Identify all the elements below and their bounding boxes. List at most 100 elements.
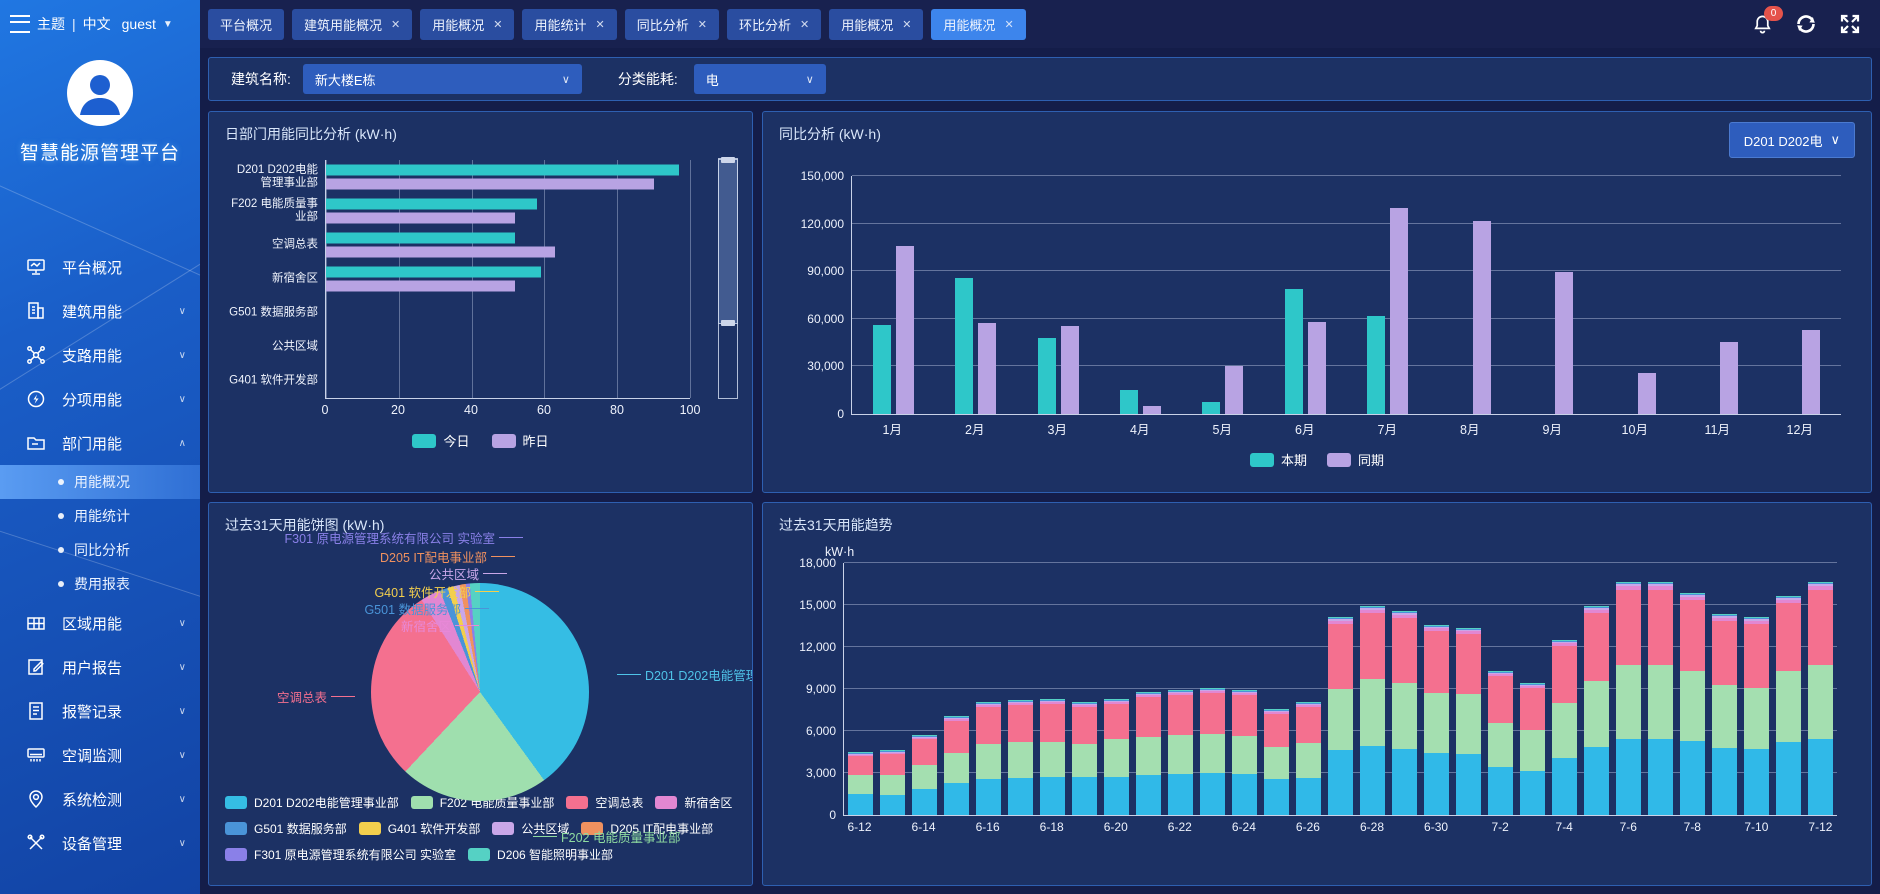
x-tick-label: 6-16 xyxy=(975,820,1000,834)
segment-新宿舍区 xyxy=(1008,703,1033,706)
segment-空调总表 xyxy=(1168,695,1193,735)
legend-item-pie[interactable]: 新宿舍区 xyxy=(655,794,732,811)
fullscreen-icon[interactable] xyxy=(1838,12,1862,36)
stacked-bar xyxy=(848,751,873,815)
segment-G501 数据服务部 xyxy=(1104,699,1129,701)
sidebar-item-2[interactable]: 建筑用能 ∨ xyxy=(0,289,200,333)
segment-空调总表 xyxy=(1776,602,1801,671)
bar-group xyxy=(1099,176,1181,414)
tab-close-icon[interactable]: ✕ xyxy=(595,18,605,31)
bullet-icon xyxy=(58,547,64,553)
bar-本期 xyxy=(1202,402,1221,414)
legend-item-昨日[interactable]: 昨日 xyxy=(491,431,549,450)
legend-swatch xyxy=(1327,452,1351,467)
chevron-down-icon: ∨ xyxy=(178,705,186,717)
x-tick-label: 100 xyxy=(679,403,701,417)
datazoom-handle-bottom[interactable] xyxy=(721,319,735,326)
menu-toggle-icon[interactable] xyxy=(10,15,30,33)
tab-close-icon[interactable]: ✕ xyxy=(391,18,401,31)
legend-item-pie[interactable]: 空调总表 xyxy=(566,794,643,811)
legend-item-pie[interactable]: D205 IT配电事业部 xyxy=(581,820,713,837)
legend-swatch xyxy=(581,822,604,835)
tab-3[interactable]: 用能概况 ✕ xyxy=(420,8,515,40)
tab-8[interactable]: 用能概况 ✕ xyxy=(931,8,1026,40)
sidebar-subitem-label: 费用报表 xyxy=(74,576,130,592)
chevron-down-icon: ∨ xyxy=(805,73,814,86)
stacked-bar xyxy=(1456,627,1481,815)
legend-item-同期[interactable]: 同期 xyxy=(1327,450,1384,469)
tab-close-icon[interactable]: ✕ xyxy=(1004,18,1014,31)
datazoom-handle-top[interactable] xyxy=(721,157,735,163)
tab-close-icon[interactable]: ✕ xyxy=(902,18,912,31)
segment-F202 电能质量事业部 xyxy=(1552,703,1577,759)
sidebar-subitem-同比分析[interactable]: 同比分析 xyxy=(0,533,200,567)
sidebar-subitem-用能概况[interactable]: 用能概况 xyxy=(0,465,200,499)
segment-D206 智能照明事业部 xyxy=(1360,605,1385,607)
tab-close-icon[interactable]: ✕ xyxy=(799,18,810,31)
legend-item-pie[interactable]: D206 智能照明事业部 xyxy=(468,846,613,863)
panel-title: 过去31天用能饼图 (kW·h) xyxy=(225,517,385,533)
chevron-down-icon: ∨ xyxy=(178,661,186,673)
legend-item-pie[interactable]: G401 软件开发部 xyxy=(358,820,480,837)
segment-F202 电能质量事业部 xyxy=(1296,742,1321,778)
stacked-bar xyxy=(1776,595,1801,815)
segment-新宿舍区 xyxy=(1136,695,1161,698)
language-label[interactable]: 中文 xyxy=(82,16,111,32)
hbar-legend: 今日 昨日 xyxy=(225,431,736,450)
sidebar-item-7[interactable]: 用户报告 ∨ xyxy=(0,645,200,689)
notification-bell-icon[interactable]: 0 xyxy=(1751,5,1783,36)
pie-callout-label: G401 软件开发部 xyxy=(374,582,499,601)
sidebar-item-8[interactable]: 报警记录 ∨ xyxy=(0,689,200,733)
alarm-log-icon xyxy=(26,701,46,721)
legend-item-pie[interactable]: D201 D202电能管理事业部 xyxy=(225,794,399,811)
segment-空调总表 xyxy=(912,739,937,765)
sidebar-item-3[interactable]: 支路用能 ∨ xyxy=(0,333,200,377)
sidebar-item-1[interactable]: 平台概况 xyxy=(0,245,200,289)
sidebar-item-11[interactable]: 设备管理 ∨ xyxy=(0,821,200,865)
y-tick-label: 150,000 xyxy=(800,169,844,183)
segment-新宿舍区 xyxy=(1552,643,1577,647)
sidebar-subitem-费用报表[interactable]: 费用报表 xyxy=(0,567,200,601)
tab-1[interactable]: 平台概况 xyxy=(208,8,285,40)
user-menu[interactable]: guest xyxy=(121,16,156,32)
stacked-bar xyxy=(1328,616,1353,815)
tab-6[interactable]: 环比分析 ✕ xyxy=(726,8,822,40)
theme-label[interactable]: 主题 xyxy=(37,16,65,32)
bar-今日 xyxy=(326,198,538,210)
segment-公共区域 xyxy=(1328,618,1353,621)
datazoom-selected-range[interactable] xyxy=(718,157,738,326)
segment-公共区域 xyxy=(1520,684,1545,686)
meter-select[interactable]: D201 D202电 ∨ xyxy=(1728,122,1855,158)
main-area: 平台概况 建筑用能概况 ✕ 用能概况 ✕ 用能统计 ✕ 同比分析 ✕ 环比分析 ✕ 用能概况 ✕ 用能概况… xyxy=(200,0,1880,894)
building-select[interactable]: 新大楼E栋 ∨ xyxy=(302,64,582,94)
sidebar-item-label: 空调监测 xyxy=(62,747,123,765)
energy-type-select[interactable]: 电 ∨ xyxy=(693,64,826,94)
tab-close-icon[interactable]: ✕ xyxy=(493,18,503,31)
tab-4[interactable]: 用能统计 ✕ xyxy=(522,8,617,40)
refresh-icon[interactable] xyxy=(1794,12,1818,36)
sidebar-item-9[interactable]: 空调监测 ∨ xyxy=(0,733,200,777)
legend-item-pie[interactable]: G501 数据服务部 xyxy=(225,820,347,837)
sidebar-item-6[interactable]: 区域用能 ∨ xyxy=(0,601,200,645)
datazoom-slider[interactable] xyxy=(718,157,738,399)
panel-daily-department-comparison: 日部门用能同比分析 (kW·h) D201 D202电能管理事业部 F202 电能… xyxy=(208,111,753,493)
x-tick-label: 7-4 xyxy=(1555,820,1573,834)
sidebar-item-5[interactable]: 部门用能 ∧ xyxy=(0,421,200,465)
legend-item-pie[interactable]: F301 原电源管理系统有限公司 实验室 xyxy=(225,846,456,863)
tab-7[interactable]: 用能概况 ✕ xyxy=(829,8,924,40)
sidebar-item-4[interactable]: 分项用能 ∨ xyxy=(0,377,200,421)
legend-item-今日[interactable]: 今日 xyxy=(412,431,470,450)
sidebar-item-10[interactable]: 系统检测 ∨ xyxy=(0,777,200,821)
segment-G501 数据服务部 xyxy=(1040,699,1065,701)
legend-item-pie[interactable]: 公共区域 xyxy=(492,820,569,837)
sidebar-item-label: 分项用能 xyxy=(62,391,123,409)
sidebar-subitem-用能统计[interactable]: 用能统计 xyxy=(0,499,200,533)
bar-同期 xyxy=(1472,221,1491,414)
segment-空调总表 xyxy=(976,706,1001,744)
tab-2[interactable]: 建筑用能概况 ✕ xyxy=(292,8,413,40)
segment-G501 数据服务部 xyxy=(1456,628,1481,630)
tab-5[interactable]: 同比分析 ✕ xyxy=(624,8,719,40)
segment-公共区域 xyxy=(1072,703,1097,705)
legend-item-本期[interactable]: 本期 xyxy=(1249,450,1307,469)
tab-close-icon[interactable]: ✕ xyxy=(697,18,707,31)
